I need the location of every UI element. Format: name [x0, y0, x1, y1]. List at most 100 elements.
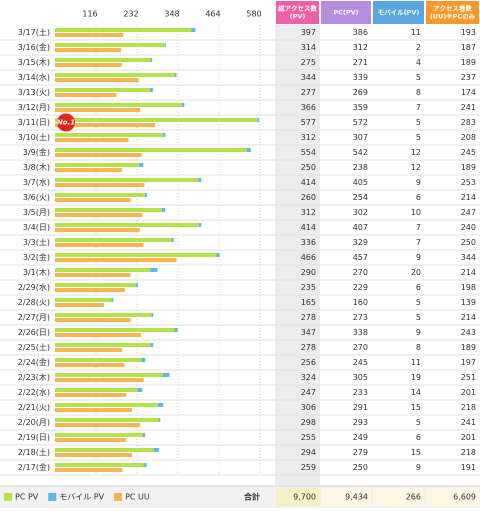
total-cell	[276, 488, 319, 506]
header-bg	[0, 0, 275, 25]
cell-value: 278	[301, 343, 316, 352]
column-bg	[275, 25, 320, 485]
cell-value: 9	[416, 463, 421, 472]
cell-value: 15	[411, 448, 421, 457]
x-tick-label: 232	[123, 10, 138, 19]
pc-uu-bar	[55, 393, 127, 397]
pc-pv-bar	[55, 388, 138, 392]
cell-value: 305	[353, 373, 368, 382]
pc-uu-bar	[55, 168, 122, 172]
cell-value: 291	[353, 403, 368, 412]
cell-value: 312	[353, 43, 368, 52]
date-label: 2/25(土)	[18, 342, 50, 352]
cell-value: 254	[353, 193, 368, 202]
pc-uu-bar	[55, 243, 144, 247]
pc-uu-bar	[55, 108, 141, 112]
mobile-pv-bar	[174, 73, 177, 77]
mobile-pv-bar	[150, 343, 154, 347]
legend-label: PC PV	[15, 493, 39, 502]
cell-value: 208	[461, 133, 476, 142]
pc-uu-bar	[55, 228, 140, 232]
cell-value: 270	[353, 268, 368, 277]
pc-pv-bar	[55, 253, 217, 257]
mobile-pv-bar	[150, 88, 153, 92]
mobile-pv-bar	[139, 163, 144, 167]
pc-pv-bar	[55, 403, 158, 407]
cell-value: 294	[301, 448, 316, 457]
cell-value: 347	[301, 328, 316, 337]
cell-value: 260	[301, 193, 316, 202]
pc-uu-bar	[55, 33, 124, 37]
cell-value: 250	[301, 163, 316, 172]
cell-value: 307	[353, 133, 368, 142]
pc-uu-bar	[55, 273, 131, 277]
cell-value: 386	[353, 28, 368, 37]
pc-pv-bar	[55, 433, 144, 437]
header-cell	[276, 1, 319, 24]
mobile-pv-bar	[198, 178, 202, 182]
total-cell	[321, 488, 371, 506]
cell-value: 273	[353, 313, 368, 322]
date-label: 2/22(水)	[18, 387, 50, 397]
cell-value: 7	[416, 223, 421, 232]
pc-pv-bar	[55, 118, 258, 122]
mobile-pv-bar	[165, 43, 166, 47]
header-line: (PV)	[290, 13, 306, 21]
x-tick-label: 464	[205, 10, 220, 19]
pc-uu-bar	[55, 378, 144, 382]
cell-value: 11	[411, 358, 421, 367]
pc-pv-bar	[55, 163, 140, 167]
mobile-pv-bar	[181, 103, 185, 107]
cell-value: 237	[461, 73, 476, 82]
cell-value: 542	[353, 148, 368, 157]
cell-value: 407	[353, 223, 368, 232]
total-label: 合計	[243, 492, 260, 502]
cell-value: 250	[353, 463, 368, 472]
cell-value: 214	[461, 313, 476, 322]
date-label: 3/10(土)	[18, 132, 50, 142]
cell-value: 9	[416, 178, 421, 187]
date-label: 3/3(土)	[23, 237, 50, 247]
cell-value: 240	[461, 223, 476, 232]
header-line: (UU)※PCのみ	[430, 12, 476, 21]
cell-value: 306	[301, 403, 316, 412]
cell-value: 160	[353, 298, 368, 307]
date-label: 3/13(火)	[18, 88, 50, 97]
cell-value: 214	[461, 193, 476, 202]
pc-pv-bar	[55, 313, 152, 317]
pc-uu-bar	[55, 93, 117, 97]
pc-uu-bar	[55, 468, 123, 472]
mobile-pv-bar	[246, 148, 251, 152]
cell-value: 5	[416, 418, 421, 427]
cell-value: 247	[301, 388, 316, 397]
cell-value: 302	[353, 208, 368, 217]
pc-pv-bar	[55, 238, 172, 242]
pc-pv-bar	[55, 283, 136, 287]
pc-uu-bar	[55, 318, 131, 322]
cell-value: 191	[461, 463, 476, 472]
legend-label: PC UU	[125, 493, 150, 502]
cell-value: 329	[353, 238, 368, 247]
mobile-pv-bar	[163, 133, 166, 137]
date-label: 2/21(火)	[18, 403, 50, 412]
column-header: 総アクセス数(PV)	[278, 4, 317, 21]
cell-value: 283	[461, 118, 476, 127]
pc-uu-bar	[55, 438, 127, 442]
cell-value: 314	[301, 43, 316, 52]
cell-value: 5	[416, 298, 421, 307]
header-line: 総アクセス数	[278, 4, 317, 13]
pc-pv-bar	[55, 208, 162, 212]
pc-pv-bar	[55, 298, 112, 302]
total-value: 9,434	[345, 493, 368, 502]
cell-value: 271	[353, 58, 368, 67]
pc-uu-bar	[55, 213, 143, 217]
date-label: 3/6(火)	[23, 193, 50, 202]
pc-pv-bar	[55, 223, 199, 227]
cell-value: 247	[461, 208, 476, 217]
pc-uu-bar	[55, 408, 133, 412]
column-bg	[425, 25, 480, 485]
cell-value: 214	[461, 268, 476, 277]
pc-uu-bar	[55, 153, 142, 157]
pc-pv-bar	[55, 328, 175, 332]
cell-value: 20	[411, 268, 421, 277]
